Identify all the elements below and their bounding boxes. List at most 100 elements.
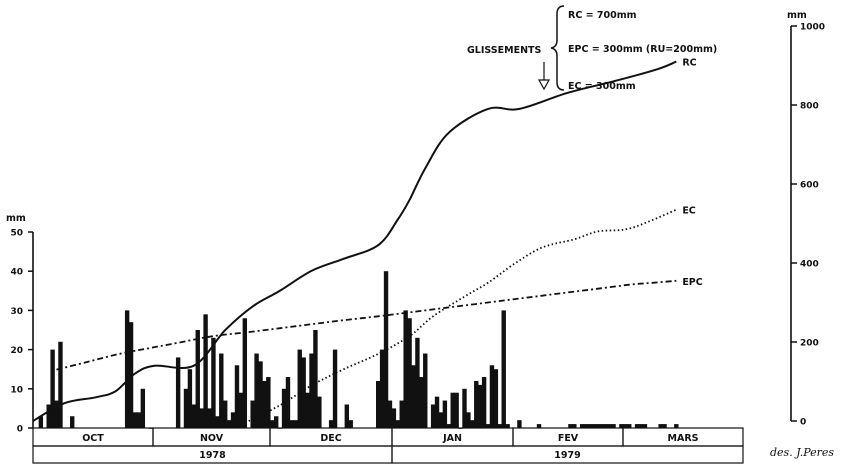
left-tick-label: 0 bbox=[17, 425, 23, 435]
rainfall-bar bbox=[70, 416, 75, 428]
rainfall-bar bbox=[674, 424, 679, 428]
rainfall-bar bbox=[662, 424, 667, 428]
rainfall-bar bbox=[54, 400, 59, 428]
rainfall-bar bbox=[627, 424, 632, 428]
rainfall-bar bbox=[128, 322, 134, 428]
author-credit: des. J.Peres bbox=[770, 446, 835, 459]
month-label: NOV bbox=[200, 433, 224, 444]
daily-rainfall-bars bbox=[38, 271, 679, 429]
rainfall-bar bbox=[274, 416, 279, 428]
rainfall-bar bbox=[442, 400, 448, 428]
month-label: MARS bbox=[668, 433, 699, 444]
left-tick-label: 10 bbox=[10, 385, 23, 395]
rainfall-bar bbox=[124, 310, 130, 428]
rainfall-bar bbox=[438, 412, 444, 428]
annotation-line-rc: RC = 700mm bbox=[568, 10, 637, 21]
annotation-line-epc: EPC = 300mm (RU=200mm) bbox=[568, 44, 717, 55]
rainfall-bar bbox=[611, 424, 616, 428]
curve-epc bbox=[56, 279, 677, 371]
annotation: GLISSEMENTS RC = 700mm EPC = 300mm (RU=2… bbox=[467, 5, 717, 92]
rainfall-bar bbox=[207, 408, 212, 428]
rainfall-bar bbox=[38, 416, 44, 428]
rainfall-bar bbox=[599, 424, 604, 428]
curve-labels: RC EC EPC bbox=[682, 58, 702, 288]
rainfall-bar bbox=[219, 353, 224, 428]
year-cell bbox=[391, 445, 744, 464]
rainfall-bar bbox=[634, 424, 640, 428]
rainfall-bar bbox=[223, 400, 228, 428]
month-label: JAN bbox=[442, 433, 462, 444]
rainfall-bar bbox=[623, 424, 628, 428]
rainfall-bar bbox=[485, 424, 491, 428]
right-axis: mm 0 200 400 600 800 1000 bbox=[787, 10, 825, 428]
rainfall-bar bbox=[285, 377, 291, 428]
rainfall-bar bbox=[501, 310, 506, 428]
right-tick-label: 400 bbox=[800, 260, 819, 270]
annotation-line-ec: EC = 300mm bbox=[568, 81, 636, 92]
left-axis: mm 0 10 20 30 40 50 bbox=[6, 213, 34, 435]
rainfall-bar bbox=[446, 424, 452, 428]
rainfall-bar bbox=[348, 420, 353, 428]
rainfall-bar bbox=[587, 424, 593, 428]
right-tick-label: 200 bbox=[800, 339, 819, 349]
curve-rc bbox=[32, 60, 677, 422]
rainfall-bar bbox=[379, 349, 385, 428]
rainfall-bar bbox=[258, 361, 263, 428]
rainfall-bar bbox=[140, 388, 146, 428]
rainfall-bar bbox=[313, 330, 318, 428]
left-tick-label: 50 bbox=[10, 229, 23, 239]
rainfall-bar bbox=[407, 318, 412, 428]
rainfall-bar bbox=[493, 369, 499, 428]
rainfall-bar bbox=[195, 330, 200, 428]
left-axis-unit: mm bbox=[6, 213, 26, 224]
month-label: DEC bbox=[320, 433, 341, 444]
curve-label-epc: EPC bbox=[682, 277, 702, 288]
rainfall-bar bbox=[403, 310, 408, 428]
rainfall-bar bbox=[270, 420, 275, 428]
rainfall-bar bbox=[238, 392, 244, 428]
rainfall-bar bbox=[250, 400, 255, 428]
rainfall-bar bbox=[203, 314, 208, 428]
rainfall-bar bbox=[434, 396, 440, 428]
rainfall-bar bbox=[226, 420, 232, 428]
rainfall-bar bbox=[297, 349, 302, 428]
rainfall-bar bbox=[462, 388, 467, 428]
rainfall-bar bbox=[517, 420, 522, 428]
right-tick-label: 1000 bbox=[800, 23, 825, 33]
rainfall-bar bbox=[46, 404, 51, 428]
rainfall-bar bbox=[638, 424, 644, 428]
right-axis-unit: mm bbox=[787, 10, 807, 21]
rainfall-bar bbox=[289, 420, 295, 428]
month-label: OCT bbox=[82, 433, 104, 444]
cumulative-curves bbox=[32, 60, 677, 422]
month-year-table: OCT NOV DEC JAN FEV MARS 1978 1979 bbox=[32, 427, 744, 464]
rainfall-bar bbox=[305, 392, 310, 428]
rainfall-bar bbox=[281, 388, 287, 428]
rainfall-bar bbox=[591, 424, 597, 428]
rainfall-bar bbox=[619, 424, 624, 428]
rainfall-bar bbox=[254, 353, 259, 428]
rainfall-bar bbox=[58, 341, 63, 428]
rainfall-bar bbox=[211, 337, 216, 428]
year-label: 1978 bbox=[199, 450, 226, 461]
annotation-heading: GLISSEMENTS bbox=[467, 45, 542, 56]
rainfall-bar bbox=[375, 380, 381, 428]
rainfall-bar bbox=[419, 377, 424, 428]
rainfall-bar bbox=[454, 392, 459, 428]
rainfall-bar bbox=[466, 412, 471, 428]
rainfall-bar bbox=[262, 380, 267, 428]
rainfall-bar bbox=[583, 424, 589, 428]
rainfall-bar bbox=[430, 404, 436, 428]
rainfall-bar bbox=[497, 424, 502, 428]
rainfall-bar bbox=[603, 424, 608, 428]
rainfall-bar bbox=[450, 392, 455, 428]
rainfall-bar bbox=[332, 349, 338, 428]
rainfall-bar bbox=[317, 396, 322, 428]
rainfall-bar bbox=[536, 424, 542, 428]
rainfall-bar bbox=[642, 424, 648, 428]
rainfall-bar bbox=[474, 380, 479, 428]
left-tick-label: 20 bbox=[10, 346, 23, 356]
rainfall-bar bbox=[477, 384, 483, 428]
annotation-arrow-head bbox=[537, 79, 551, 91]
